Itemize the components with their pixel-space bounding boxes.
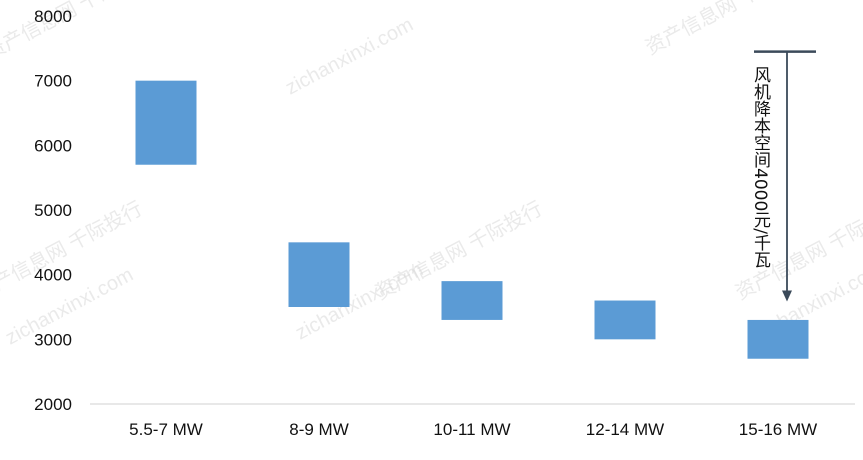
y-axis: 2000 3000 4000 5000 6000 7000 8000	[34, 7, 72, 414]
range-bar	[594, 300, 656, 340]
bars	[135, 80, 809, 359]
watermark-text: 资产信息网 千际投行	[0, 0, 156, 64]
y-tick-label: 5000	[34, 201, 72, 220]
annotation: 风机降本空间4000元/千瓦	[750, 50, 816, 302]
y-tick-label: 6000	[34, 136, 72, 155]
annotation-text: 风机降本空间4000元/千瓦	[750, 66, 771, 268]
y-tick-label: 3000	[34, 330, 72, 349]
y-tick-label: 2000	[34, 395, 72, 414]
annotation-arrow-head	[782, 290, 792, 302]
x-tick-label: 10-11 MW	[433, 420, 510, 439]
y-tick-label: 8000	[34, 7, 72, 26]
y-tick-label: 7000	[34, 72, 72, 91]
x-axis: 5.5-7 MW 8-9 MW 10-11 MW 12-14 MW 15-16 MW	[90, 403, 855, 439]
watermark-text: zichanxinxi.com	[282, 14, 417, 100]
x-tick-label: 8-9 MW	[289, 420, 349, 439]
range-bar	[135, 80, 197, 165]
range-bar	[747, 319, 809, 359]
x-tick-label: 15-16 MW	[739, 420, 817, 439]
x-tick-label: 12-14 MW	[586, 420, 664, 439]
y-tick-label: 4000	[34, 266, 72, 285]
x-tick-label: 5.5-7 MW	[129, 420, 203, 439]
range-bar	[441, 281, 503, 320]
range-bar	[288, 242, 350, 307]
